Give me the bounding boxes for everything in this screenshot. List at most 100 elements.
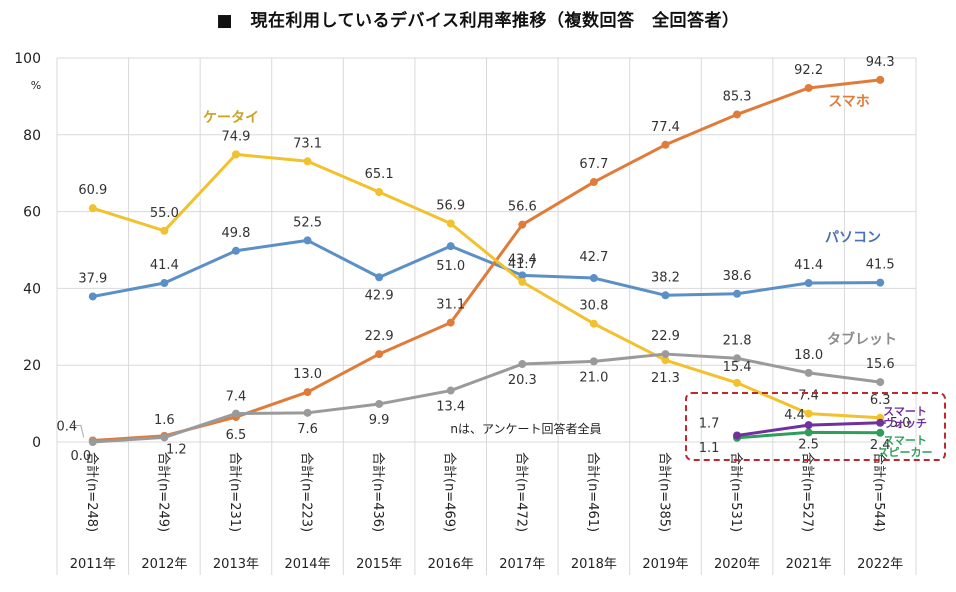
data-label-スマートウォッチ: 5.0 — [890, 416, 911, 431]
data-point-スマホ — [518, 220, 527, 229]
data-label-パソコン: 41.5 — [866, 258, 895, 273]
data-label-ケータイ: 15.4 — [723, 360, 752, 375]
annotations: nは、アンケート回答者全員 — [450, 392, 946, 461]
x-category-year-label: 2014年 — [284, 557, 330, 572]
data-label-タブレット: 9.9 — [369, 413, 390, 428]
data-point-スマホ — [589, 178, 598, 187]
data-point-ケータイ — [160, 226, 169, 235]
data-label-パソコン: 38.2 — [651, 270, 680, 285]
data-label-スマホ: 92.2 — [794, 63, 823, 78]
data-label-タブレット: 18.0 — [794, 348, 823, 363]
data-point-タブレット — [303, 408, 312, 417]
data-point-スマホ — [661, 140, 670, 149]
data-point-パソコン — [231, 246, 240, 255]
x-category-year-label: 2018年 — [571, 557, 617, 572]
x-category-year-label: 2015年 — [356, 557, 402, 572]
data-label-スマホ: 6.5 — [226, 428, 247, 443]
gridlines — [56, 57, 917, 575]
data-point-ケータイ — [303, 157, 312, 166]
data-label-タブレット: 7.6 — [297, 422, 318, 437]
x-category-n-label: 合計(n=544) — [871, 452, 887, 532]
series-name-line: スマート — [883, 405, 927, 418]
data-label-スマートスピーカー: 1.1 — [699, 441, 720, 456]
data-point-タブレット — [804, 368, 813, 377]
x-category-n-label: 合計(n=472) — [513, 452, 529, 532]
data-point-パソコン — [518, 271, 527, 280]
data-point-スマホ — [804, 83, 813, 92]
data-point-ケータイ — [518, 277, 527, 286]
data-label-パソコン: 51.0 — [436, 259, 465, 274]
series-name-line: ウォッチ — [883, 417, 927, 430]
data-label-タブレット: 21.0 — [579, 370, 608, 385]
data-point-スマホ — [375, 350, 384, 359]
data-label-ケータイ: 55.0 — [150, 206, 179, 221]
y-unit-label: % — [31, 79, 41, 92]
annotation-dashed-box — [685, 392, 946, 461]
x-category-n-label: 合計(n=223) — [299, 452, 315, 532]
data-label-ケータイ: 7.4 — [798, 389, 819, 404]
data-point-パソコン — [303, 236, 312, 245]
data-point-スマートウォッチ — [804, 421, 813, 430]
data-label-パソコン: 41.4 — [150, 258, 179, 273]
data-label-スマホ: 1.6 — [154, 413, 175, 428]
data-label-パソコン: 37.9 — [78, 271, 107, 286]
x-category-year-label: 2017年 — [499, 557, 545, 572]
data-label-スマートスピーカー: 2.4 — [870, 438, 891, 453]
series-lines — [88, 75, 885, 446]
data-point-タブレット — [160, 433, 169, 442]
data-label-ケータイ: 56.9 — [436, 199, 465, 214]
data-label-スマホ: 77.4 — [651, 120, 680, 135]
x-category-n-label: 合計(n=531) — [728, 452, 744, 532]
data-point-タブレット — [661, 350, 670, 359]
series-line-ケータイ — [92, 152, 881, 420]
data-label-スマートウォッチ: 4.4 — [784, 408, 805, 423]
leader-line — [71, 424, 85, 438]
data-point-パソコン — [876, 278, 885, 287]
data-label-パソコン: 38.6 — [723, 269, 752, 284]
data-label-スマホ: 85.3 — [723, 89, 752, 104]
x-category-n-label: 合計(n=527) — [800, 452, 816, 532]
data-point-スマホ — [446, 318, 455, 327]
x-category-n-label: 合計(n=461) — [585, 452, 601, 532]
data-label-ケータイ: 6.3 — [870, 393, 891, 408]
data-point-パソコン — [88, 292, 97, 301]
data-point-パソコン — [733, 289, 742, 298]
data-point-タブレット — [876, 378, 885, 387]
data-label-スマホ: 22.9 — [365, 329, 394, 344]
series-name-スマートウォッチ: スマートウォッチ — [883, 405, 927, 430]
data-label-パソコン: 41.4 — [794, 258, 823, 273]
data-point-スマホ — [876, 75, 885, 84]
data-label-スマートスピーカー: 2.5 — [798, 437, 819, 452]
data-label-ケータイ: 21.3 — [651, 371, 680, 386]
data-point-スマートスピーカー — [876, 428, 885, 437]
data-label-ケータイ: 30.8 — [579, 299, 608, 314]
data-label-ケータイ: 74.9 — [221, 129, 250, 144]
data-point-スマホ — [733, 110, 742, 119]
data-point-タブレット — [518, 360, 527, 369]
data-point-パソコン — [589, 274, 598, 283]
x-category-n-label: 合計(n=231) — [227, 452, 243, 532]
data-point-ケータイ — [661, 356, 670, 365]
y-axis: 0 20 40 60 80 100% — [14, 51, 41, 451]
x-category-year-label: 2013年 — [213, 557, 259, 572]
x-category-n-label: 合計(n=249) — [155, 452, 171, 532]
y-tick-label: 0 — [32, 435, 41, 451]
series-line-パソコン — [92, 238, 881, 298]
data-point-ケータイ — [733, 378, 742, 387]
x-category-n-label: 合計(n=436) — [370, 452, 386, 532]
data-point-ケータイ — [375, 188, 384, 197]
x-category-year-label: 2016年 — [428, 557, 474, 572]
data-point-スマートスピーカー — [804, 428, 813, 437]
data-label-パソコン: 43.4 — [508, 252, 537, 267]
series-name-スマホ: スマホ — [828, 94, 870, 110]
data-point-パソコン — [661, 291, 670, 300]
note-text: nは、アンケート回答者全員 — [450, 421, 601, 436]
data-point-タブレット — [231, 409, 240, 418]
x-category-year-label: 2022年 — [857, 557, 903, 572]
data-label-タブレット: 15.6 — [866, 357, 895, 372]
data-point-タブレット — [733, 354, 742, 363]
data-label-パソコン: 52.5 — [293, 215, 322, 230]
x-category-year-label: 2012年 — [141, 557, 187, 572]
